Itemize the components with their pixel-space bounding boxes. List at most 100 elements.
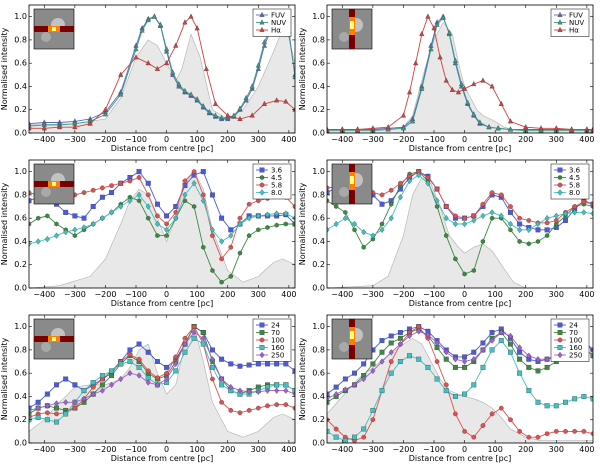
data-point: [434, 204, 440, 209]
x-tick-label: −100: [125, 135, 147, 144]
data-point: [361, 244, 366, 250]
data-point: [256, 198, 261, 204]
y-axis-label: Normalised intensity: [0, 337, 9, 420]
inset-blob: [339, 342, 349, 352]
data-point: [256, 405, 261, 411]
data-point: [517, 370, 523, 376]
data-point: [572, 209, 578, 216]
data-point: [219, 238, 225, 245]
data-point: [109, 373, 115, 378]
data-point: [333, 384, 339, 390]
data-point: [164, 375, 170, 383]
data-point: [154, 65, 160, 71]
data-point: [200, 169, 206, 175]
data-point: [431, 25, 437, 31]
x-axis-label: Distance from centre [pc]: [409, 454, 512, 463]
data-point: [471, 213, 477, 219]
inset-slit-peak: [52, 182, 56, 186]
data-point: [219, 356, 225, 362]
data-point: [176, 80, 182, 87]
data-point: [81, 190, 87, 195]
data-point: [425, 180, 431, 187]
data-point: [182, 87, 188, 94]
data-point: [440, 14, 446, 20]
data-point: [507, 341, 513, 347]
data-point: [416, 356, 422, 362]
legend-marker: [259, 182, 265, 188]
data-point: [480, 364, 486, 370]
legend-marker: [259, 345, 265, 350]
data-point: [434, 359, 440, 364]
y-tick-label: 1.0: [312, 167, 325, 176]
data-point: [410, 118, 416, 124]
series-line-Hα: [29, 15, 295, 129]
data-point: [219, 256, 224, 262]
data-point: [428, 46, 434, 52]
data-point: [249, 112, 255, 118]
plot-content: [327, 324, 593, 443]
data-point: [379, 338, 385, 344]
x-tick-label: 300: [549, 290, 564, 299]
data-point: [407, 174, 412, 179]
data-point: [590, 201, 593, 207]
data-point: [361, 229, 367, 236]
legend-marker: [259, 189, 265, 196]
data-point: [388, 359, 394, 364]
y-tick-label: 1.0: [14, 322, 27, 331]
data-point: [507, 349, 513, 355]
data-point: [127, 178, 133, 184]
data-point: [90, 220, 96, 228]
y-axis-label: Normalised intensity: [0, 27, 9, 110]
axes-frame: [326, 314, 594, 444]
data-point: [388, 333, 394, 339]
data-point: [480, 346, 486, 354]
data-point: [407, 353, 413, 359]
data-point: [480, 212, 486, 219]
data-point: [425, 13, 431, 19]
data-point: [194, 25, 200, 31]
data-point: [453, 213, 458, 219]
data-point: [200, 103, 206, 109]
x-tick-label: 0: [462, 135, 467, 144]
series-Hα: [327, 13, 593, 132]
data-point: [379, 221, 385, 227]
data-point: [407, 332, 413, 340]
data-point: [35, 238, 41, 245]
data-point: [283, 402, 289, 407]
data-point: [434, 186, 440, 192]
data-point: [292, 204, 295, 209]
data-point: [219, 279, 224, 285]
inset-image: [33, 8, 75, 50]
data-point: [526, 352, 532, 359]
data-point: [228, 384, 234, 391]
data-point: [44, 235, 50, 243]
legend-marker: [259, 26, 265, 32]
data-point: [201, 244, 206, 250]
series-line-FUV: [327, 15, 593, 130]
data-point: [72, 233, 78, 239]
data-point: [517, 221, 523, 227]
data-point: [191, 329, 197, 336]
data-point: [499, 192, 504, 198]
data-point: [255, 361, 261, 367]
x-tick-label: 200: [220, 290, 235, 299]
data-point: [563, 429, 568, 434]
data-point: [191, 169, 197, 174]
data-point: [333, 390, 339, 398]
axes-frame: [326, 4, 594, 134]
data-point: [274, 402, 279, 407]
data-point: [434, 376, 440, 382]
legend-box: [252, 8, 292, 37]
data-point: [327, 198, 330, 204]
data-point: [237, 115, 243, 121]
data-point: [54, 382, 59, 388]
data-point: [200, 197, 206, 204]
x-tick-label: −400: [33, 290, 55, 299]
legend-marker: [259, 175, 265, 180]
x-tick-label: 400: [281, 135, 296, 144]
data-point: [145, 379, 151, 386]
data-point: [87, 120, 93, 126]
inset-image: [33, 163, 75, 205]
data-point: [361, 426, 367, 432]
legend-marker: [259, 19, 265, 25]
